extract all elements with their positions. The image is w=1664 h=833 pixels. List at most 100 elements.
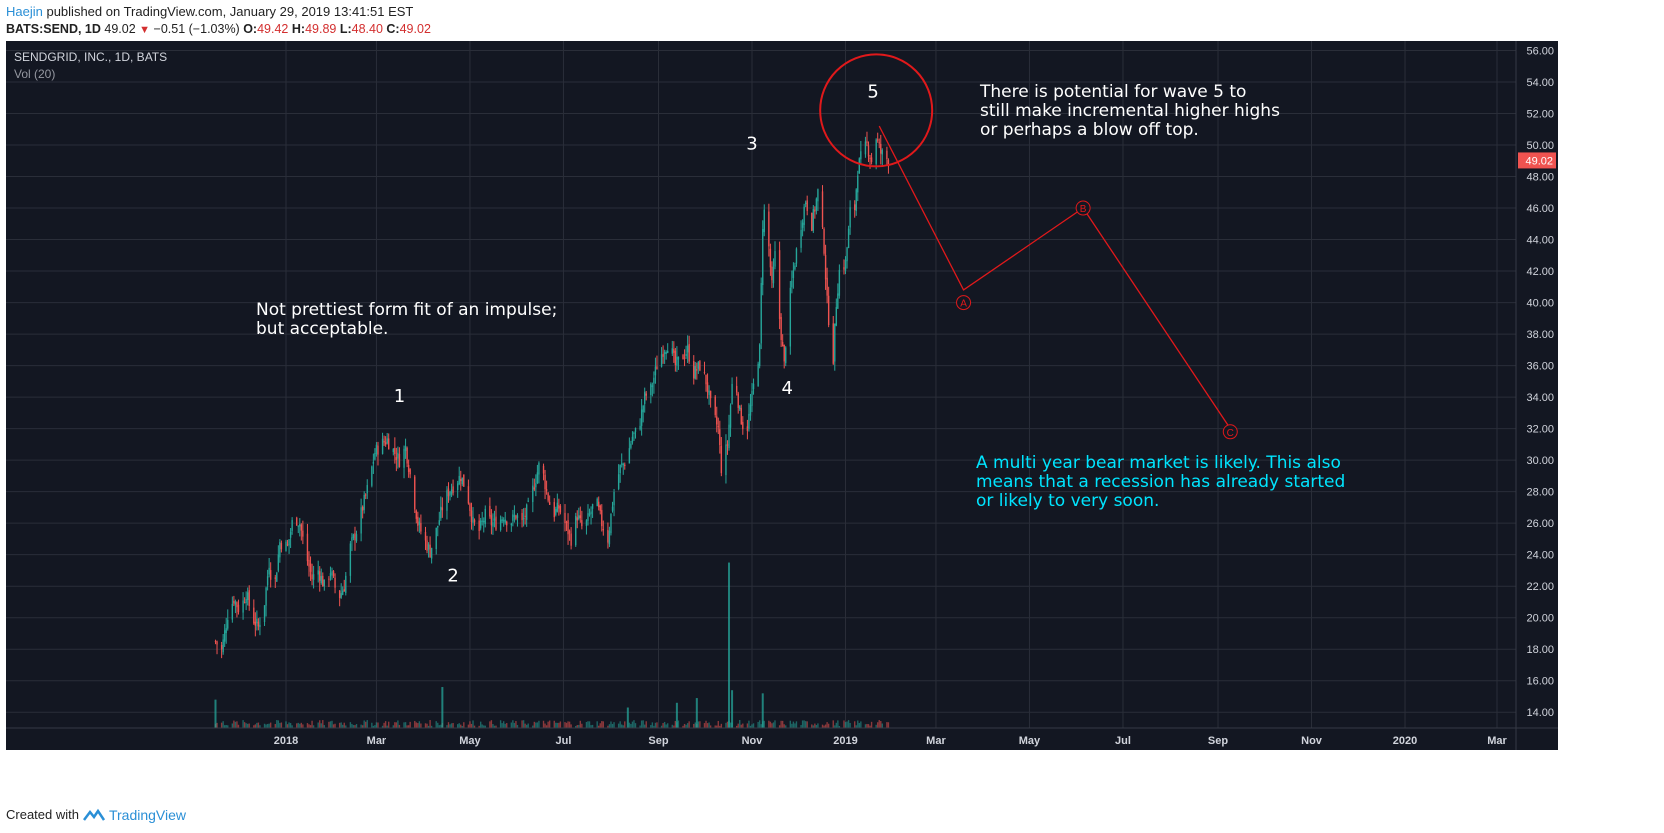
y-tick-label: 40.00 bbox=[1526, 298, 1554, 310]
close-label: C: bbox=[386, 22, 400, 36]
candle-body bbox=[558, 505, 560, 509]
candle-body bbox=[673, 349, 675, 353]
volume-bar bbox=[665, 724, 667, 728]
x-tick-label: Sep bbox=[648, 735, 668, 747]
volume-bar bbox=[660, 725, 663, 728]
volume-bar bbox=[869, 725, 871, 728]
candle-body bbox=[590, 511, 592, 515]
low-label: L: bbox=[339, 22, 352, 36]
volume-bar bbox=[256, 722, 258, 728]
volume-bar bbox=[578, 724, 580, 728]
candle-body bbox=[533, 487, 536, 490]
candle-body bbox=[575, 516, 577, 546]
chart-background bbox=[6, 41, 1558, 750]
volume-bar bbox=[404, 722, 407, 728]
bear-market-note-text: means that a recession has already start… bbox=[976, 472, 1345, 492]
volume-bar bbox=[418, 721, 421, 728]
volume-bar bbox=[639, 725, 641, 728]
volume-bar bbox=[306, 723, 309, 728]
candle-body bbox=[877, 139, 879, 141]
volume-bar bbox=[407, 725, 410, 728]
volume-bar bbox=[288, 722, 290, 728]
candle-body bbox=[645, 393, 647, 396]
volume-bar bbox=[397, 720, 399, 728]
candle-body bbox=[398, 454, 401, 467]
candle-body bbox=[726, 444, 729, 446]
volume-spike-bar bbox=[626, 707, 629, 728]
volume-bar bbox=[838, 725, 841, 728]
tradingview-brand-link[interactable]: TradingView bbox=[108, 807, 187, 823]
y-tick-label: 50.00 bbox=[1526, 140, 1554, 152]
volume-bar bbox=[469, 721, 471, 728]
volume-bar bbox=[801, 720, 804, 728]
volume-bar bbox=[312, 725, 315, 728]
candle-body bbox=[815, 198, 818, 211]
volume-bar bbox=[257, 722, 260, 728]
candle-body bbox=[447, 488, 450, 497]
volume-bar bbox=[483, 725, 485, 728]
candle-body bbox=[785, 347, 787, 364]
volume-bar bbox=[502, 721, 505, 728]
candle-body bbox=[246, 592, 249, 601]
volume-bar bbox=[363, 720, 365, 728]
volume-bar bbox=[524, 723, 526, 728]
volume-bar bbox=[837, 720, 839, 728]
candle-body bbox=[601, 510, 603, 527]
candle-body bbox=[555, 509, 557, 515]
candle-body bbox=[257, 621, 260, 627]
volume-bar bbox=[866, 723, 868, 728]
volume-bar bbox=[227, 725, 229, 728]
candle-body bbox=[855, 189, 857, 211]
x-tick-label: Jul bbox=[1115, 735, 1131, 747]
volume-bar bbox=[682, 725, 684, 728]
volume-bar bbox=[414, 720, 416, 728]
price-chart[interactable]: 1 2 3 4 5 A B C Not prettiest form fit of an imp… bbox=[0, 0, 1664, 800]
candle-body bbox=[663, 352, 666, 354]
candle-body bbox=[513, 515, 516, 517]
candle-body bbox=[472, 516, 474, 524]
volume-bar bbox=[556, 722, 559, 728]
volume-bar bbox=[463, 722, 465, 728]
volume-bar bbox=[429, 720, 431, 728]
volume-bar bbox=[323, 725, 326, 728]
candle-body bbox=[633, 432, 635, 435]
volume-bar bbox=[555, 722, 557, 728]
volume-bar bbox=[311, 720, 313, 728]
volume-bar bbox=[299, 723, 301, 728]
volume-bar bbox=[286, 724, 289, 728]
volume-bar bbox=[319, 720, 321, 728]
volume-spike-bar bbox=[728, 562, 731, 728]
volume-bar bbox=[535, 722, 537, 728]
y-tick-label: 24.00 bbox=[1526, 550, 1554, 562]
symbol-label: BATS:SEND, 1D bbox=[6, 22, 101, 36]
volume-bar bbox=[771, 723, 773, 728]
candle-body bbox=[811, 212, 813, 231]
candle-body bbox=[728, 424, 730, 449]
x-tick-label: 2019 bbox=[833, 735, 857, 747]
volume-bar bbox=[576, 725, 578, 728]
y-tick-label: 20.00 bbox=[1526, 613, 1554, 625]
candle-body bbox=[671, 348, 673, 354]
volume-bar bbox=[677, 720, 680, 728]
volume-bar bbox=[667, 723, 669, 728]
volume-bar bbox=[843, 720, 845, 728]
volume-bar bbox=[716, 725, 718, 728]
change-text: −0.51 (−1.03%) bbox=[153, 22, 240, 36]
candle-body bbox=[774, 251, 776, 267]
volume-bar bbox=[596, 721, 598, 728]
bear-market-note-text: A multi year bear market is likely. This… bbox=[976, 453, 1341, 473]
candle-body bbox=[366, 485, 368, 494]
candle-body bbox=[653, 377, 655, 384]
y-tick-label: 28.00 bbox=[1526, 487, 1554, 499]
open-label: O: bbox=[243, 22, 258, 36]
candle-body bbox=[688, 343, 690, 362]
author-link[interactable]: Haejin bbox=[6, 4, 43, 19]
volume-bar bbox=[708, 722, 710, 728]
volume-bar bbox=[302, 724, 304, 728]
volume-bar bbox=[266, 723, 269, 728]
volume-spike-bar bbox=[675, 702, 678, 728]
volume-bar bbox=[460, 724, 462, 728]
volume-bar bbox=[342, 724, 344, 728]
candle-body bbox=[832, 323, 834, 364]
candle-body bbox=[456, 483, 459, 490]
